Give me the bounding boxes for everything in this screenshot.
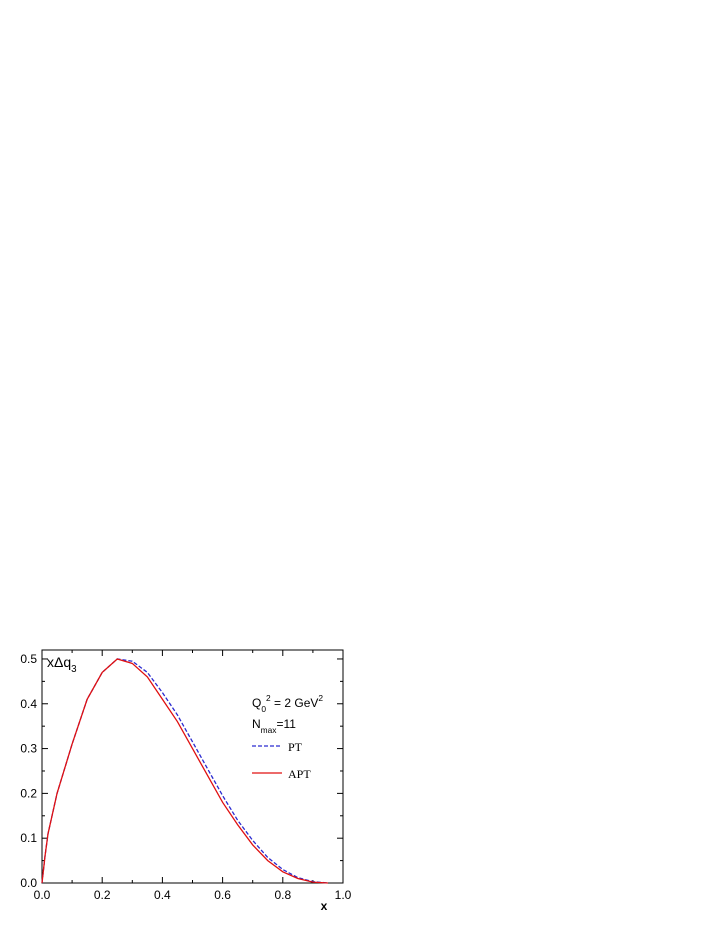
y-axis-label-part: 3 [71,664,77,675]
annotation-part: max [261,725,278,735]
annotation-part: =11 [277,717,297,731]
annotation-part: 2 [266,693,271,703]
series-line [41,658,328,884]
annotation-part: N [252,717,261,731]
legend-label: PT [288,740,303,754]
y-tick-label: 0.5 [20,652,37,666]
legend-label: APT [288,767,311,781]
y-tick-label: 0.2 [20,786,37,800]
y-tick-label: 0.0 [20,876,37,890]
annotation: Nmax=11 [252,717,296,735]
annotation: Q02 = 2 GeV2 [252,693,323,714]
y-tick-label: 0.3 [20,742,37,756]
y-axis-label-part: xΔq [47,654,71,670]
x-tick-label: 0.0 [34,888,51,902]
annotation-part: = 2 GeV [271,696,319,710]
x-tick-label: 0.2 [94,888,111,902]
annotation-part: 2 [318,693,323,703]
y-axis-label: xΔq3 [47,654,77,675]
annotation-part: 0 [261,704,266,714]
x-tick-label: 0.8 [274,888,291,902]
x-tick-label: 0.4 [154,888,171,902]
x-axis-label: x [321,899,328,913]
y-tick-label: 0.1 [20,831,37,845]
plot-frame [41,649,344,884]
y-tick-label: 0.4 [20,697,37,711]
x-tick-label: 0.6 [214,888,231,902]
annotation-part: Q [252,696,261,710]
x-tick-label: 1.0 [335,888,352,902]
